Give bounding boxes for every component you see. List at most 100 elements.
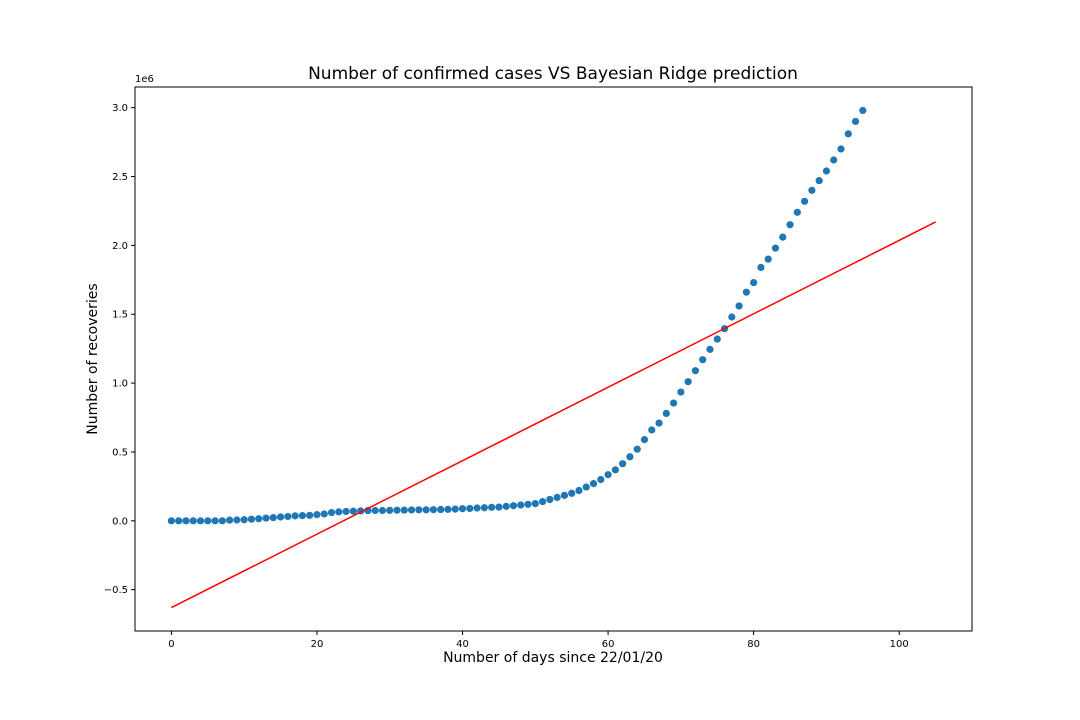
y-axis-label: Number of recoveries: [85, 283, 101, 434]
data-point: [378, 506, 387, 515]
y-offset-label: 1e6: [135, 74, 154, 85]
data-point: [560, 491, 569, 499]
data-point: [269, 514, 277, 522]
data-point: [713, 335, 721, 343]
y-tick-label: 0.5: [112, 447, 128, 458]
data-point: [757, 263, 765, 272]
data-point: [233, 516, 241, 524]
data-point: [451, 505, 459, 513]
data-point: [509, 502, 518, 510]
x-tick-label: 80: [747, 639, 760, 650]
data-point: [524, 500, 532, 508]
data-point: [429, 506, 438, 514]
data-point: [386, 506, 394, 514]
chart-title: Number of confirmed cases VS Bayesian Ri…: [308, 64, 798, 84]
data-point: [502, 502, 510, 510]
data-point: [320, 510, 328, 518]
data-point: [335, 508, 343, 516]
data-point: [568, 489, 576, 497]
x-axis: 0 20 40 60 80 100: [168, 631, 909, 650]
data-point: [226, 516, 234, 524]
x-tick-label: 40: [456, 639, 469, 650]
data-point: [851, 117, 860, 126]
data-point: [830, 156, 838, 164]
data-point: [211, 517, 219, 525]
data-point: [633, 445, 641, 453]
x-tick-label: 0: [168, 639, 174, 650]
data-point: [626, 453, 634, 461]
data-point: [815, 177, 823, 185]
x-tick-label: 60: [602, 639, 615, 650]
data-point: [306, 511, 314, 519]
data-point: [822, 167, 831, 175]
data-point: [189, 517, 197, 525]
data-point: [619, 460, 627, 468]
data-point: [400, 506, 408, 514]
data-point: [779, 233, 787, 241]
data-point: [538, 497, 547, 506]
data-point: [204, 517, 212, 525]
data-point: [349, 507, 357, 515]
data-point: [699, 356, 707, 364]
y-tick-label: 2.0: [112, 241, 128, 252]
data-point: [466, 504, 474, 513]
data-point: [342, 507, 350, 516]
y-tick-label: 0.0: [112, 516, 128, 527]
data-point: [284, 512, 292, 521]
data-point: [255, 515, 263, 523]
data-point: [553, 493, 561, 502]
data-point: [786, 221, 794, 229]
data-point: [640, 435, 649, 444]
data-point: [793, 208, 801, 216]
data-point: [327, 508, 336, 517]
data-point: [517, 501, 525, 509]
y-tick-label: 1.0: [112, 379, 128, 390]
data-point: [276, 513, 285, 521]
x-axis-label: Number of days since 22/01/20: [443, 650, 663, 666]
x-tick-label: 100: [890, 639, 909, 650]
data-point: [531, 500, 539, 508]
y-tick-label: 3.0: [112, 103, 128, 114]
data-point: [764, 255, 772, 263]
data-point: [648, 426, 656, 434]
data-point: [669, 399, 678, 407]
data-point: [684, 378, 692, 386]
data-point: [298, 511, 306, 520]
data-point: [677, 388, 685, 396]
y-tick-label: −0.5: [104, 585, 128, 596]
data-point: [728, 313, 736, 321]
data-point: [407, 506, 416, 514]
data-point: [182, 517, 190, 525]
data-points: [167, 106, 867, 525]
data-point: [175, 517, 183, 525]
prediction-line-layer: [171, 221, 936, 609]
prediction-line: [171, 221, 936, 609]
data-point: [488, 503, 496, 511]
data-point: [706, 345, 714, 353]
data-point: [480, 504, 488, 512]
data-point: [546, 495, 554, 504]
data-point: [801, 197, 809, 205]
data-point: [473, 504, 481, 512]
data-point: [495, 503, 503, 511]
data-point: [582, 483, 590, 491]
data-point: [589, 480, 598, 488]
y-tick-label: 1.5: [112, 310, 128, 321]
data-point: [218, 517, 226, 525]
data-point: [597, 475, 605, 484]
data-point: [604, 471, 612, 479]
data-point: [750, 278, 758, 287]
y-tick-label: 2.5: [112, 172, 128, 183]
data-point: [655, 419, 663, 427]
data-point: [313, 511, 321, 519]
data-point: [393, 506, 401, 514]
data-point: [422, 506, 430, 514]
data-point: [742, 288, 750, 296]
data-point: [771, 244, 780, 252]
data-point: [371, 506, 379, 515]
data-point: [291, 512, 299, 520]
data-point: [247, 515, 256, 523]
data-point: [662, 409, 670, 417]
data-point: [415, 506, 423, 514]
